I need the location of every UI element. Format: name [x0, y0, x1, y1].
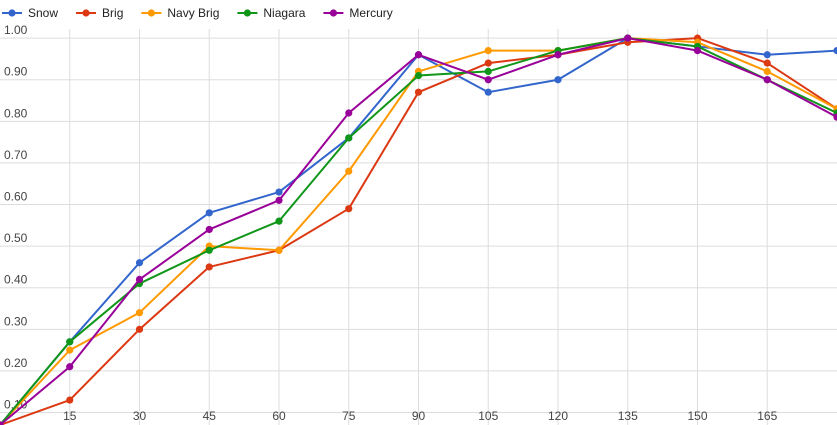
- data-point[interactable]: [66, 363, 74, 371]
- x-tick-label: 60: [272, 409, 286, 423]
- data-point[interactable]: [484, 67, 492, 75]
- legend-label: Snow: [28, 6, 58, 20]
- data-point[interactable]: [414, 88, 423, 96]
- legend-swatch-marker: [243, 9, 251, 17]
- x-tick-label: 15: [63, 409, 77, 423]
- data-point[interactable]: [484, 59, 492, 67]
- legend-label: Navy Brig: [167, 6, 219, 20]
- data-point[interactable]: [66, 338, 74, 346]
- legend-item-niagara[interactable]: Niagara: [237, 6, 306, 20]
- data-point[interactable]: [763, 51, 771, 59]
- series-mercury[interactable]: [0, 34, 837, 425]
- legend[interactable]: Snow Brig Navy Brig Niagara Mercury: [2, 6, 393, 20]
- data-point[interactable]: [414, 71, 423, 80]
- data-point[interactable]: [275, 217, 283, 225]
- data-point[interactable]: [554, 76, 562, 84]
- legend-swatch-marker: [82, 9, 90, 17]
- legend-swatch-marker: [329, 9, 338, 17]
- legend-item-navy-brig[interactable]: Navy Brig: [141, 6, 219, 20]
- y-axis-ticks: 0.100.200.300.400.500.600.700.800.901.00: [4, 23, 28, 411]
- data-point[interactable]: [833, 47, 837, 55]
- data-point[interactable]: [205, 225, 213, 234]
- data-point[interactable]: [554, 51, 562, 59]
- data-point[interactable]: [763, 67, 771, 75]
- x-axis-ticks: 15 30 45 60 75 90 105 120 135 150 165: [63, 409, 778, 423]
- legend-label: Niagara: [263, 6, 305, 20]
- data-point[interactable]: [484, 88, 492, 96]
- data-point[interactable]: [484, 76, 492, 84]
- x-tick-label: 165: [757, 409, 777, 423]
- grid-layer: [0, 29, 837, 425]
- legend-swatch-marker: [147, 9, 155, 17]
- x-tick-label: 150: [687, 409, 707, 423]
- legend-item-brig[interactable]: Brig: [76, 6, 123, 20]
- x-tick-label: 75: [342, 409, 356, 423]
- data-point[interactable]: [66, 346, 74, 354]
- data-point[interactable]: [275, 188, 283, 196]
- x-tick-label: 120: [548, 409, 568, 423]
- series-layer: [0, 34, 837, 425]
- legend-item-mercury[interactable]: Mercury: [323, 6, 393, 20]
- x-tick-label: 30: [133, 409, 147, 423]
- data-point[interactable]: [275, 246, 283, 254]
- data-point[interactable]: [135, 275, 144, 283]
- data-point[interactable]: [135, 325, 144, 333]
- data-point[interactable]: [624, 34, 632, 42]
- data-point[interactable]: [414, 51, 423, 59]
- data-point[interactable]: [205, 263, 213, 271]
- y-tick-label: 0.50: [4, 231, 28, 245]
- legend-label: Mercury: [349, 6, 392, 20]
- data-point[interactable]: [763, 59, 771, 67]
- x-tick-label: 90: [412, 409, 426, 423]
- data-point[interactable]: [484, 47, 492, 55]
- x-tick-label: 45: [203, 409, 217, 423]
- data-point[interactable]: [0, 421, 4, 425]
- y-tick-label: 0.80: [4, 106, 28, 120]
- data-point[interactable]: [345, 109, 353, 117]
- data-point[interactable]: [345, 134, 353, 142]
- y-tick-label: 0.40: [4, 273, 28, 287]
- data-point[interactable]: [763, 76, 771, 84]
- data-point[interactable]: [833, 113, 837, 121]
- y-tick-label: 0.60: [4, 190, 28, 204]
- data-point[interactable]: [345, 167, 353, 175]
- y-tick-label: 0.70: [4, 148, 28, 162]
- y-tick-label: 0.20: [4, 356, 28, 370]
- data-point[interactable]: [205, 209, 213, 217]
- data-point[interactable]: [205, 246, 213, 254]
- data-point[interactable]: [135, 259, 144, 267]
- y-tick-label: 1.00: [4, 23, 28, 37]
- data-point[interactable]: [66, 396, 74, 404]
- x-tick-label: 105: [478, 409, 498, 423]
- legend-label: Brig: [102, 6, 123, 20]
- data-point[interactable]: [275, 196, 283, 204]
- legend-item-snow[interactable]: Snow: [2, 6, 58, 20]
- data-point[interactable]: [135, 309, 144, 317]
- data-point[interactable]: [693, 47, 702, 55]
- y-tick-label: 0.90: [4, 65, 28, 79]
- x-tick-label: 135: [618, 409, 638, 423]
- data-point[interactable]: [345, 205, 353, 213]
- y-tick-label: 0.30: [4, 314, 28, 328]
- legend-swatch-marker: [8, 9, 16, 17]
